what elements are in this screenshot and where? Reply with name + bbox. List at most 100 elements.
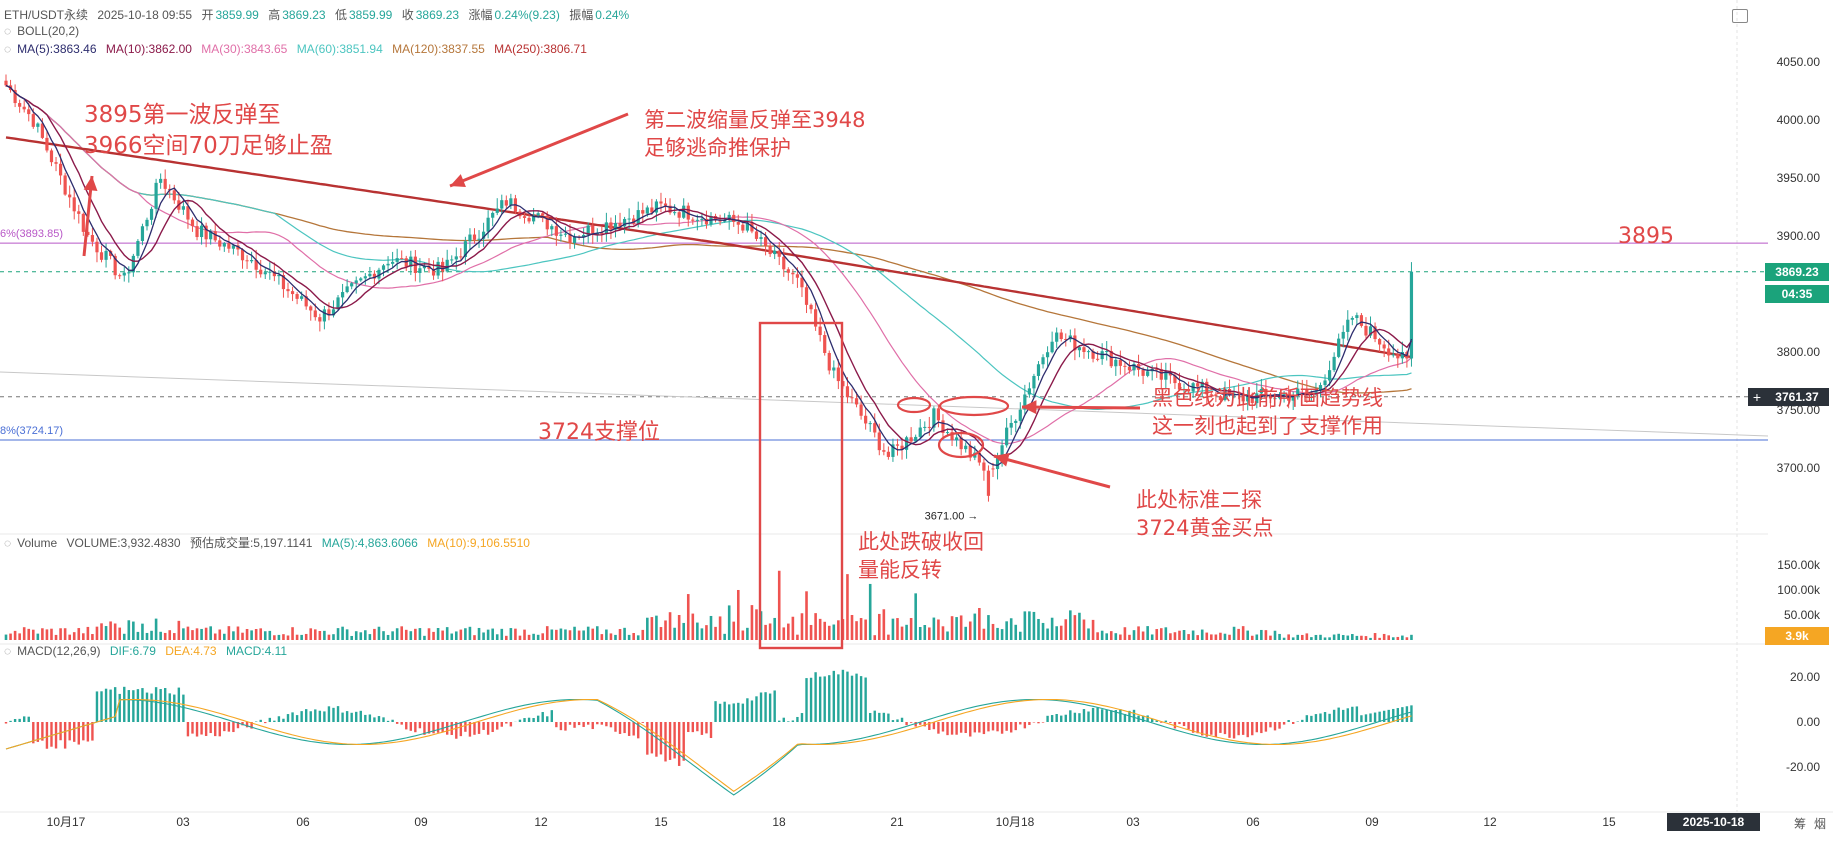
candle-body [496,209,499,213]
candle-body [819,327,822,335]
volume-bar [773,618,776,640]
macd-bar [632,722,634,736]
candle-body [1383,344,1386,348]
ma30-label: MA(30):3843.65 [201,42,287,56]
candle-body [400,258,403,259]
volume-bar [441,631,444,640]
candle-body [323,309,326,321]
volume-bar [964,627,967,640]
macd-bar [855,674,857,722]
volume-bar [96,627,99,640]
volume-bar [1192,631,1195,640]
volume-bar [1392,637,1395,640]
candle-body [1005,428,1008,446]
macd-bar [705,722,707,733]
date-cursor-tag: 2025-10-18 18:15 [1667,813,1760,831]
macd-title: MACD(12,26,9) [17,644,100,658]
candle-body [118,275,121,276]
macd-bar [105,689,107,722]
volume-bar [1083,620,1086,640]
candle-body [759,237,762,239]
volume-bar [14,631,17,640]
macd-bar [905,722,907,725]
candle-body [18,103,21,107]
volume-bar [632,633,635,640]
volume-bar [923,625,926,640]
candle-body [1355,315,1358,318]
macd-bar [350,713,352,722]
candle-body [27,109,30,114]
macd-bar [1351,707,1353,722]
candle-body [991,468,994,469]
bottom-right-text-2[interactable]: 烟 [1814,815,1826,832]
volume-bar [828,626,831,640]
macd-bar [1328,714,1330,722]
volume-bar [664,620,667,640]
volume-bar [587,627,590,640]
candle-body [446,260,449,272]
macd-bar [628,722,630,736]
macd-bar [1046,716,1048,722]
macd-axis-label: 20.00 [1790,670,1820,684]
bottom-right-text-1[interactable]: 筹 [1794,815,1806,832]
fullscreen-icon[interactable] [1732,9,1748,23]
candle-body [195,226,198,237]
volume-bar [1315,635,1318,640]
macd-bar [555,722,557,727]
volume-bar [623,628,626,640]
high-value: 3869.23 [282,8,325,22]
volume-bar [751,605,754,640]
add-alert-icon[interactable]: + [1748,388,1766,406]
volume-bar [1296,635,1299,640]
macd-bar [169,693,171,722]
macd-bar [1051,715,1053,722]
volume-bar [705,625,708,640]
volume-bar [1096,632,1099,640]
volume-bar [469,627,472,640]
volume-bar [551,629,554,640]
eye-icon[interactable]: ◌ [4,42,11,56]
macd-bar [692,722,694,732]
y-axis-label: 3950.00 [1777,171,1821,185]
volume-bar [655,616,658,640]
candle-body [700,219,703,220]
volume-bar [414,629,417,640]
macd-bar [305,709,307,722]
volume-bar [387,635,390,640]
y-axis-label: 4000.00 [1777,113,1821,127]
candle-body [150,209,153,220]
volume-bar [109,621,112,640]
macd-bar [219,722,221,736]
volume-bar [505,636,508,640]
candle-body [1337,339,1340,357]
macd-bar [1310,716,1312,722]
candle-body [1146,371,1149,376]
fib-level-label: 8%(3724.17) [0,425,63,437]
macd-bar [109,690,111,722]
volume-bar [855,621,858,640]
volume-bar [1233,627,1236,640]
candle-body [1055,333,1058,342]
volume-bar [651,617,654,640]
macd-bar [46,722,48,749]
macd-bar [687,722,689,732]
eye-icon[interactable]: ◌ [4,24,11,38]
eye-icon[interactable]: ◌ [4,644,11,658]
macd-bar [1110,710,1112,722]
macd-bar [733,703,735,722]
volume-bar [1005,621,1008,640]
volume-bar [91,634,94,640]
candle-body [546,216,549,230]
macd-bar [59,722,61,740]
candle-body [1392,354,1395,355]
macd-bar [132,690,134,722]
macd-bar [883,713,885,722]
macd-bar [619,722,621,734]
macd-bar [1074,713,1076,722]
volume-bar [355,631,358,640]
macd-bar [578,722,580,725]
volume-bar [191,630,194,640]
macd-bar [1210,722,1212,735]
volume-bar [373,629,376,640]
eye-icon[interactable]: ◌ [4,536,11,550]
